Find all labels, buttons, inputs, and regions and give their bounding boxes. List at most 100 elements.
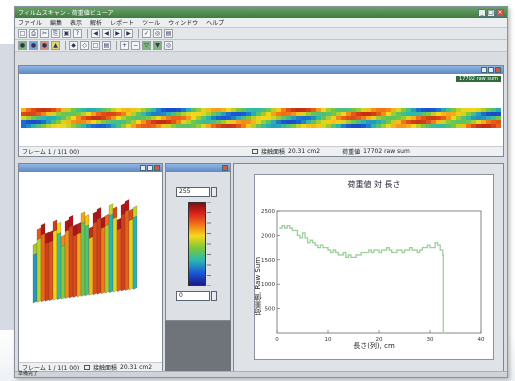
pressure-cell [376, 108, 382, 113]
pressure-cell [126, 112, 132, 117]
surface-band-top [36, 227, 42, 240]
cut-button[interactable]: ✂ [40, 29, 49, 38]
pressure-cell [91, 124, 97, 128]
pressure-strip-image[interactable] [21, 108, 501, 128]
box-button[interactable]: □ [91, 41, 100, 50]
pressure-cell [411, 116, 417, 121]
y-tick-label: 500 [265, 307, 276, 313]
settings-button[interactable]: ◎ [164, 41, 173, 50]
pressure-cell [371, 112, 377, 117]
min-value-spinner[interactable] [211, 291, 217, 301]
filter-button[interactable]: ▽ [142, 41, 151, 50]
next-frame-button[interactable]: ▶ [113, 29, 122, 38]
zoom-in-button[interactable]: + [120, 41, 129, 50]
table-button[interactable]: ▤ [102, 41, 111, 50]
pressure-cell [496, 120, 501, 125]
surface-3d-plot[interactable] [19, 173, 162, 353]
pressure-cell [76, 120, 82, 125]
zoom-out-button[interactable]: − [131, 41, 140, 50]
check-button[interactable]: ✓ [142, 29, 151, 38]
panel-close-button[interactable] [154, 165, 160, 171]
y-tick-label: 2000 [261, 233, 275, 239]
region-button[interactable]: ◇ [80, 41, 89, 50]
frame-button[interactable]: ▣ [62, 29, 71, 38]
copy-button[interactable]: ⎘ [51, 29, 60, 38]
data-point [409, 247, 411, 249]
pressure-cell [216, 108, 222, 113]
pressure-cell [171, 120, 177, 125]
pressure-cell [346, 116, 352, 121]
panel-maximize-button[interactable] [147, 165, 153, 171]
grid-button[interactable]: ▤ [164, 29, 173, 38]
select-button[interactable]: ◆ [69, 41, 78, 50]
pressure-cell [391, 120, 397, 125]
contour-button[interactable]: ● [40, 41, 49, 50]
panel-maximize-button[interactable] [488, 67, 494, 73]
panel-minimize-button[interactable] [140, 165, 146, 171]
surface-band [64, 229, 70, 299]
pressure-cell [126, 116, 132, 121]
close-button[interactable]: × [496, 8, 504, 17]
max-value-input[interactable]: 255 [176, 187, 210, 197]
pressure-cell [81, 120, 87, 125]
menu-help[interactable]: ヘルプ [206, 20, 225, 27]
pressure-cell [446, 112, 452, 117]
help-button[interactable]: ? [73, 29, 82, 38]
menu-analysis[interactable]: 解析 [90, 20, 103, 27]
surface-band-top [92, 211, 98, 224]
x-tick-label: 40 [478, 337, 485, 343]
target-button[interactable]: ◎ [153, 29, 162, 38]
data-point [363, 251, 365, 253]
pressure-cell [401, 116, 407, 121]
max-value-spinner[interactable] [211, 187, 217, 197]
pressure-cell [386, 112, 392, 117]
color-scale-bar[interactable] [188, 202, 206, 286]
pressure-cell [491, 116, 497, 121]
pressure-cell [46, 120, 52, 125]
pressure-cell [461, 124, 467, 128]
previous-frame-button[interactable]: ◀ [102, 29, 111, 38]
load-value: 17702 raw sum [363, 148, 410, 155]
pressure-cell [21, 116, 27, 121]
pressure-cell [236, 112, 242, 117]
menu-report[interactable]: レポート [110, 20, 135, 27]
pressure-cell [121, 124, 127, 128]
pressure-cell [31, 116, 37, 121]
maximize-button[interactable]: □ [487, 8, 495, 17]
pressure-cell [291, 108, 297, 113]
menu-view[interactable]: 表示 [70, 20, 83, 27]
data-point [442, 332, 444, 334]
display-3d-button[interactable]: ● [29, 41, 38, 50]
last-frame-button[interactable]: ▶ [124, 29, 133, 38]
menu-tools[interactable]: ツール [142, 20, 161, 27]
first-frame-button[interactable]: ◀ [91, 29, 100, 38]
pressure-cell [301, 112, 307, 117]
minimize-button[interactable]: _ [478, 8, 486, 17]
data-point [368, 249, 370, 251]
filter-fill-button[interactable]: ▼ [153, 41, 162, 50]
pressure-cell [466, 112, 472, 117]
data-point [289, 227, 291, 229]
print-button[interactable]: ⎙ [29, 29, 38, 38]
pressure-cell [476, 120, 482, 125]
pressure-cell [156, 124, 162, 128]
display-2d-button[interactable]: ● [18, 41, 27, 50]
pressure-cell [156, 120, 162, 125]
min-value-input[interactable]: 0 [176, 291, 210, 301]
pressure-cell [286, 124, 292, 128]
menu-edit[interactable]: 編集 [50, 20, 63, 27]
panel-close-button[interactable] [222, 165, 228, 171]
menu-file[interactable]: ファイル [18, 20, 43, 27]
menu-window[interactable]: ウィンドウ [168, 20, 199, 27]
peak-button[interactable]: ▲ [51, 41, 60, 50]
new-file-button[interactable]: □ [18, 29, 27, 38]
pressure-cell [161, 108, 167, 113]
pressure-map-status: フレーム 1 / 1(1 00) 接触面積 20.31 cm2 荷重値 1770… [19, 146, 503, 156]
line-chart[interactable]: 500 1000 1500 2000 2500 0 10 20 30 40 [255, 175, 493, 359]
surface-band [56, 232, 62, 300]
pressure-cell [481, 112, 487, 117]
pressure-cell [196, 116, 202, 121]
panel-close-button[interactable] [495, 67, 501, 73]
panel-minimize-button[interactable] [481, 67, 487, 73]
surface-band [72, 234, 78, 298]
